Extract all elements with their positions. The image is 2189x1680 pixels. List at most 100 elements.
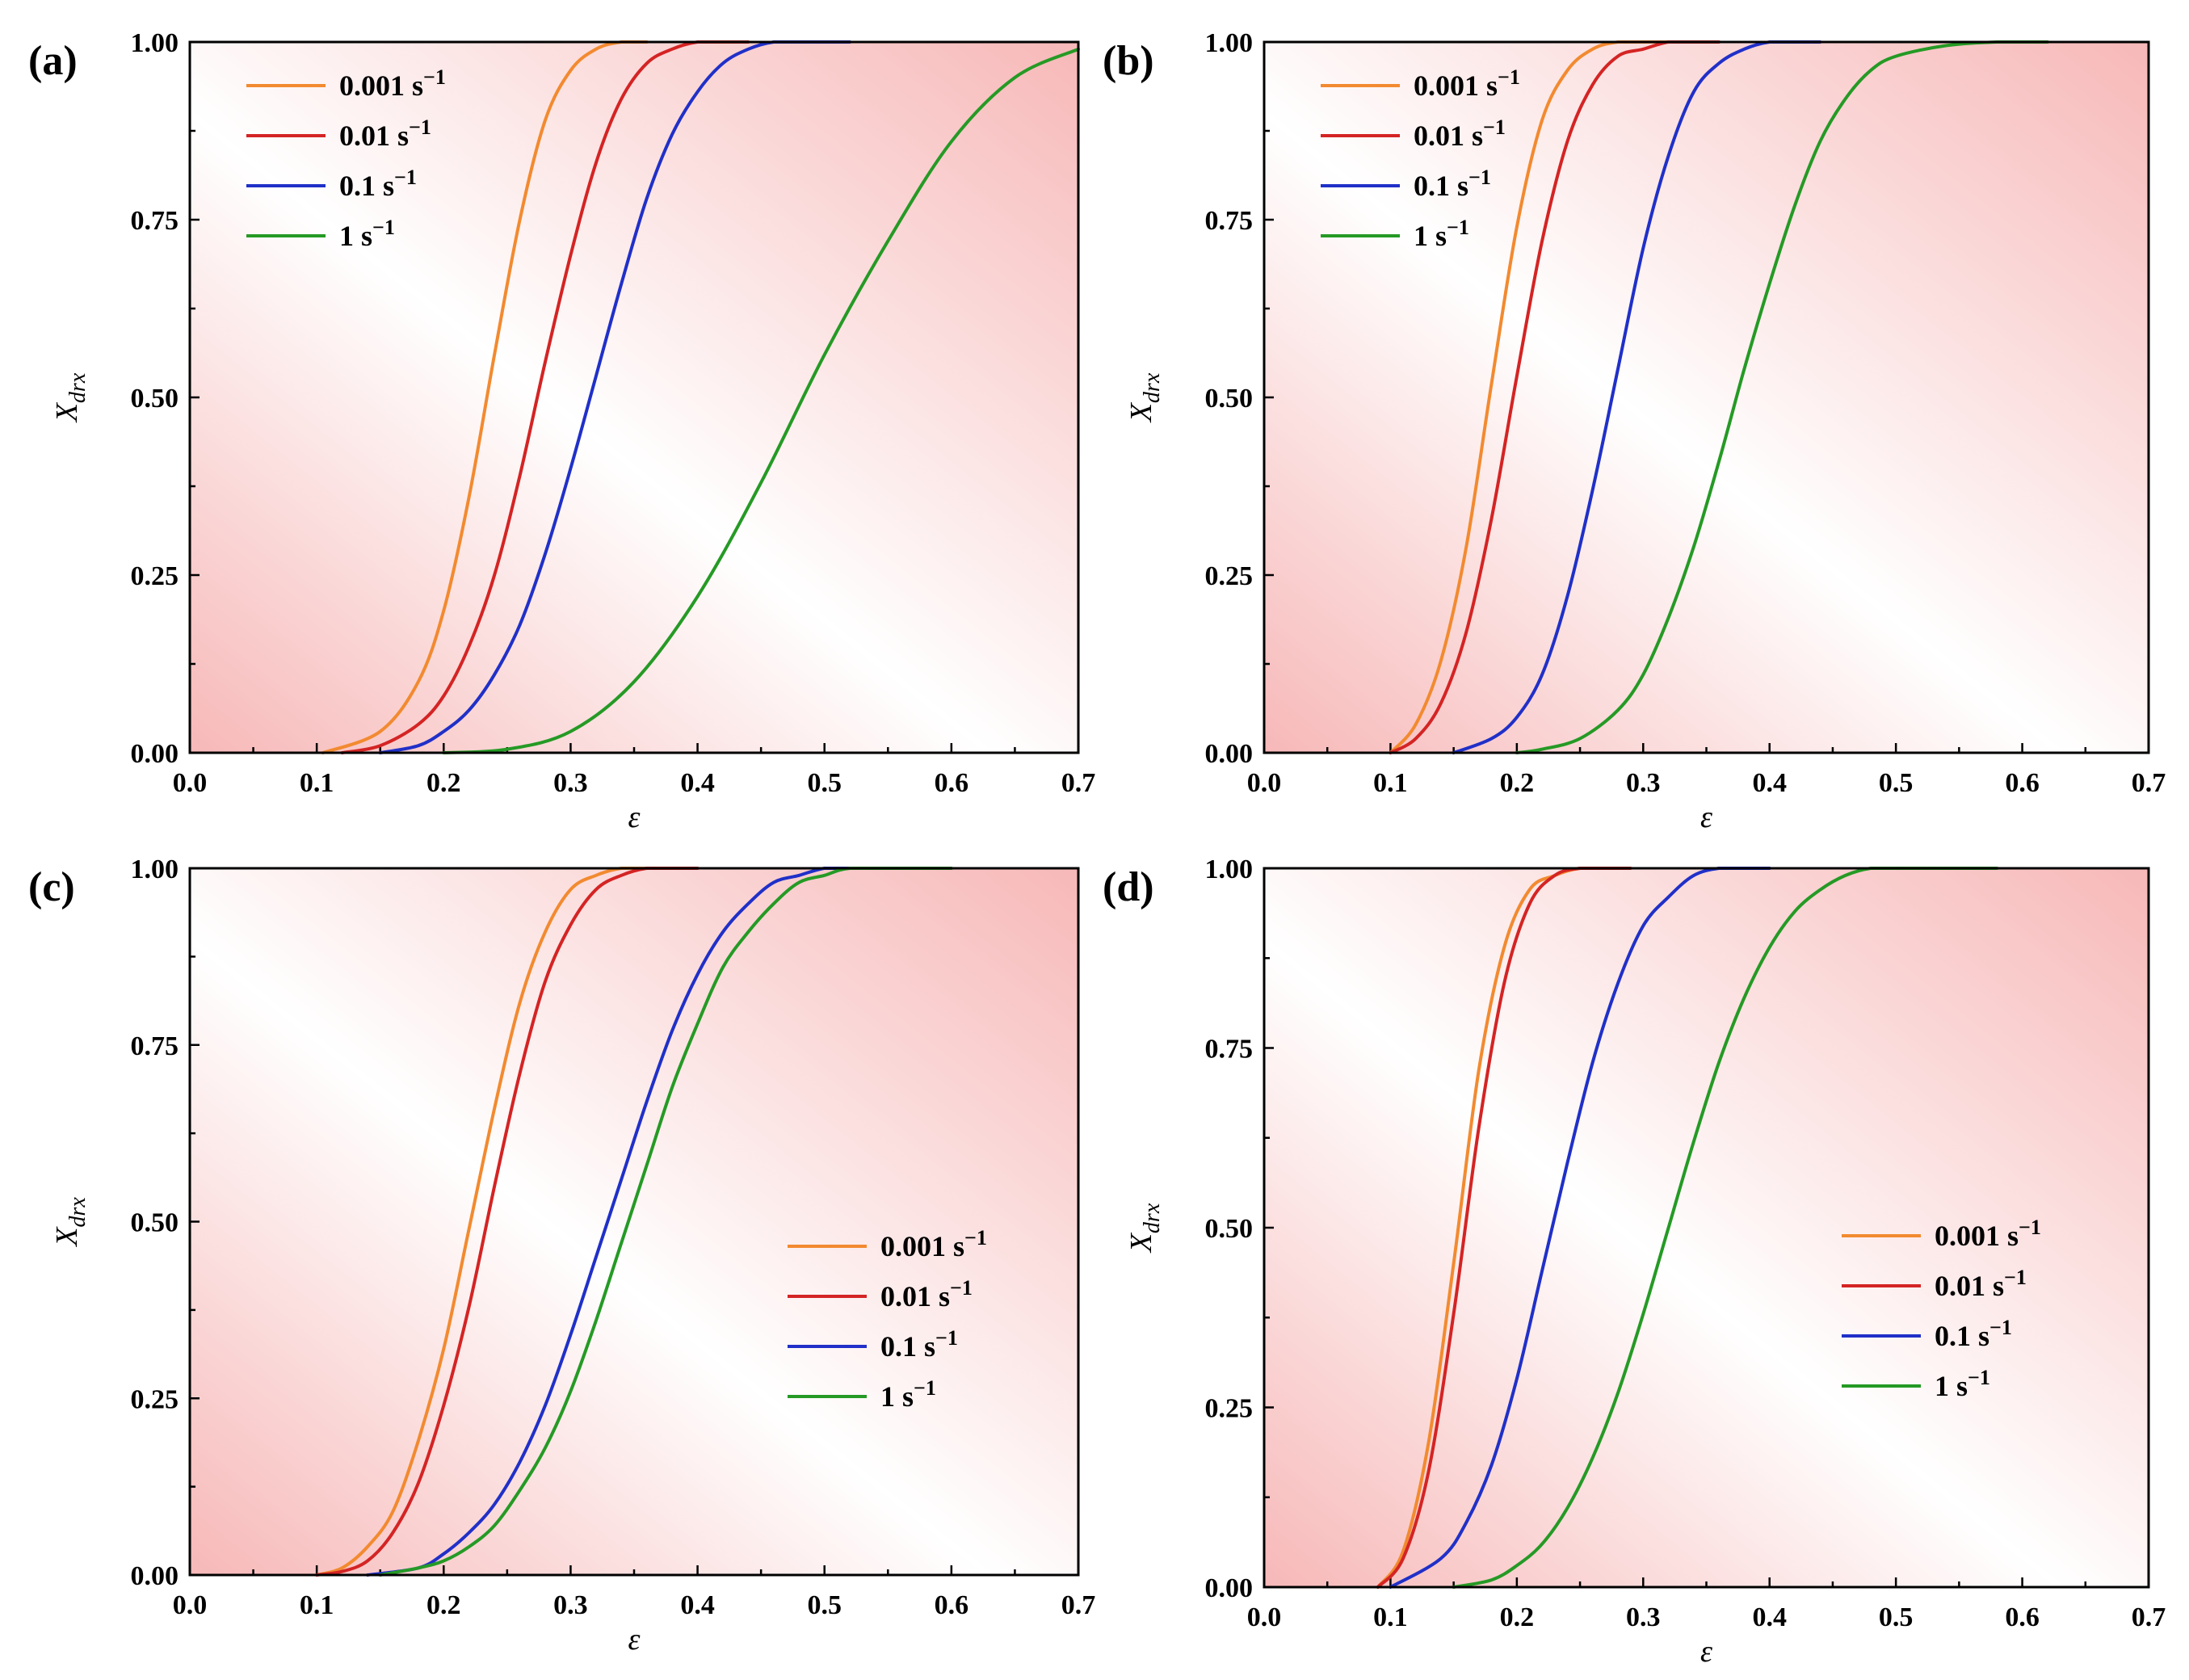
legend-label-exponent: −1 xyxy=(1968,1366,1990,1389)
legend-label-exponent: −1 xyxy=(914,1376,936,1400)
x-tick-label: 0.5 xyxy=(1879,768,1914,798)
legend-label-name: 1 s xyxy=(1414,220,1447,252)
legend-label-exponent: −1 xyxy=(394,166,417,189)
x-tick-label: 0.7 xyxy=(2132,1602,2166,1632)
x-tick-label: 0.1 xyxy=(300,1590,334,1620)
series-line xyxy=(315,867,700,1577)
x-tick-label: 0.4 xyxy=(1752,1602,1787,1632)
legend-label-name: 0.001 s xyxy=(880,1230,964,1262)
legend-label: 0.01 s−1 xyxy=(1414,116,1506,152)
legend-label-name: 0.001 s xyxy=(1935,1220,2019,1252)
series-line xyxy=(315,867,649,1577)
legend-label-name: 0.1 s xyxy=(880,1330,935,1363)
legend-label: 1 s−1 xyxy=(1935,1366,1990,1402)
x-tick-label: 0.7 xyxy=(1061,1590,1096,1620)
legend-label-name: 0.01 s xyxy=(339,120,409,152)
x-tick-label: 0.2 xyxy=(1500,768,1535,798)
x-axis-title: ε xyxy=(1700,800,1712,834)
x-tick-label: 0.5 xyxy=(807,1590,842,1620)
x-tick-label: 0.6 xyxy=(2005,1602,2040,1632)
series-line xyxy=(340,40,750,754)
panel-label: (a) xyxy=(28,38,78,84)
legend-label: 0.01 s−1 xyxy=(339,116,431,152)
legend-label-exponent: −1 xyxy=(1989,1316,2012,1339)
plot-background xyxy=(1264,868,2149,1587)
y-tick-label: 0.75 xyxy=(1205,1035,1254,1065)
panel-label: (c) xyxy=(28,864,75,910)
x-tick-label: 0.5 xyxy=(1879,1602,1914,1632)
series-line xyxy=(321,40,649,754)
legend-label: 0.1 s−1 xyxy=(1414,166,1491,202)
series-line xyxy=(378,867,953,1577)
legend: 0.001 s−10.01 s−10.1 s−11 s−1 xyxy=(246,65,446,252)
plot-background xyxy=(1264,42,2149,753)
series-line xyxy=(442,47,1080,754)
legend-label: 0.001 s−1 xyxy=(339,65,446,102)
x-axis-title: ε xyxy=(628,800,641,834)
series-line xyxy=(366,867,902,1577)
legend-label-name: 1 s xyxy=(880,1380,914,1413)
legend-label-name: 0.01 s xyxy=(880,1280,950,1312)
x-tick-label: 0.0 xyxy=(1247,768,1282,798)
legend-label-exponent: −1 xyxy=(935,1326,958,1350)
legend-label: 0.1 s−1 xyxy=(339,166,417,202)
panel-label: (d) xyxy=(1103,864,1154,910)
y-axis-title-subscript: drx xyxy=(65,372,90,403)
x-tick-label: 0.0 xyxy=(1247,1602,1282,1632)
legend-label-name: 1 s xyxy=(339,220,372,252)
x-tick-label: 0.7 xyxy=(2132,768,2166,798)
legend-label: 0.01 s−1 xyxy=(880,1276,973,1312)
plot-frame xyxy=(188,867,1080,1577)
x-tick-label: 0.1 xyxy=(1373,768,1408,798)
y-axis-title-subscript: drx xyxy=(65,1197,90,1228)
y-tick-label: 1.00 xyxy=(1205,855,1254,884)
y-axis-title-subscript: drx xyxy=(1140,372,1165,403)
x-tick-label: 0.4 xyxy=(680,1590,715,1620)
legend-label-name: 0.001 s xyxy=(339,69,423,102)
x-tick-label: 0.6 xyxy=(935,768,969,798)
y-tick-label: 1.00 xyxy=(131,28,179,58)
x-axis-title: ε xyxy=(628,1623,641,1657)
legend-label-exponent: −1 xyxy=(423,65,446,89)
panel-label: (b) xyxy=(1103,38,1154,84)
x-tick-label: 0.2 xyxy=(1500,1602,1535,1632)
x-tick-label: 0.3 xyxy=(553,768,588,798)
y-tick-label: 0.25 xyxy=(131,561,179,591)
legend-label-exponent: −1 xyxy=(1498,65,1520,89)
y-tick-label: 1.00 xyxy=(1205,28,1254,58)
legend-label-exponent: −1 xyxy=(1447,216,1469,239)
x-tick-label: 0.5 xyxy=(807,768,842,798)
legend-label-exponent: −1 xyxy=(1468,166,1491,189)
legend-label: 0.1 s−1 xyxy=(1935,1316,2012,1352)
x-tick-label: 0.4 xyxy=(680,768,715,798)
y-tick-label: 0.75 xyxy=(1205,206,1254,236)
y-tick-label: 0.50 xyxy=(131,1208,179,1238)
legend-label-exponent: −1 xyxy=(409,116,431,139)
legend-label-name: 1 s xyxy=(1935,1370,1968,1402)
legend-label-name: 0.1 s xyxy=(1935,1320,1989,1352)
y-axis-title-main: X xyxy=(1124,1232,1158,1254)
x-tick-label: 0.3 xyxy=(553,1590,588,1620)
y-axis-title: Xdrx xyxy=(1124,372,1165,423)
y-tick-label: 0.50 xyxy=(1205,384,1254,414)
plot-frame xyxy=(1263,867,2150,1589)
y-axis-title: Xdrx xyxy=(50,1197,90,1248)
legend-label: 0.01 s−1 xyxy=(1935,1266,2027,1302)
series-line xyxy=(1389,867,1771,1589)
panels: (a) 0.0 0.1 0.2 0.3 0.4 0.5 0.6 0.7 0.00 0.25 0.50 0… xyxy=(28,28,2166,1669)
y-tick-label: 0.25 xyxy=(131,1384,179,1414)
legend-label-exponent: −1 xyxy=(964,1226,987,1250)
legend-label-name: 0.01 s xyxy=(1414,120,1483,152)
plot-frame xyxy=(188,40,1080,754)
legend-label-name: 0.1 s xyxy=(339,170,394,202)
legend-label: 0.001 s−1 xyxy=(1414,65,1520,102)
y-tick-label: 0.50 xyxy=(131,384,179,414)
legend-label: 1 s−1 xyxy=(1414,216,1469,252)
legend: 0.001 s−10.01 s−10.1 s−11 s−1 xyxy=(788,1226,987,1413)
x-tick-label: 0.3 xyxy=(1626,1602,1661,1632)
legend-label-exponent: −1 xyxy=(372,216,395,239)
series-line xyxy=(1452,40,1822,754)
legend-label: 1 s−1 xyxy=(880,1376,936,1413)
legend-label: 0.001 s−1 xyxy=(880,1226,987,1262)
